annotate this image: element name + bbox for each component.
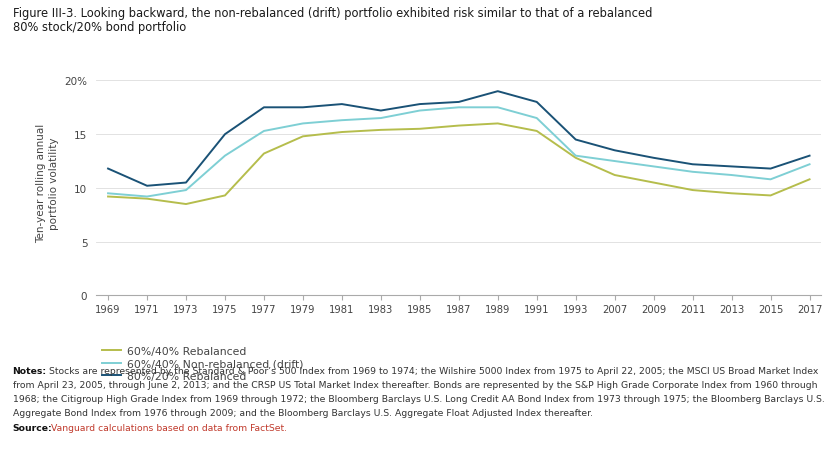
Text: from April 23, 2005, through June 2, 2013; and the CRSP US Total Market Index th: from April 23, 2005, through June 2, 201… bbox=[13, 380, 817, 389]
Text: Notes:: Notes: bbox=[13, 366, 47, 375]
Y-axis label: Ten-year rolling annual
portfolio volatility: Ten-year rolling annual portfolio volati… bbox=[35, 124, 59, 243]
Text: 1968; the Citigroup High Grade Index from 1969 through 1972; the Bloomberg Barcl: 1968; the Citigroup High Grade Index fro… bbox=[13, 394, 825, 404]
Text: Stocks are represented by the Standard & Poor’s 500 Index from 1969 to 1974; the: Stocks are represented by the Standard &… bbox=[49, 366, 818, 375]
Text: Aggregate Bond Index from 1976 through 2009; and the Bloomberg Barclays U.S. Agg: Aggregate Bond Index from 1976 through 2… bbox=[13, 409, 592, 418]
Text: Source:: Source: bbox=[13, 423, 52, 432]
Text: Vanguard calculations based on data from FactSet.: Vanguard calculations based on data from… bbox=[51, 423, 287, 432]
Text: 80% stock/20% bond portfolio: 80% stock/20% bond portfolio bbox=[13, 20, 186, 34]
Legend: 60%/40% Rebalanced, 60%/40% Non-rebalanced (drift), 80%/20% Rebalanced: 60%/40% Rebalanced, 60%/40% Non-rebalanc… bbox=[101, 346, 303, 382]
Text: Figure III-3. Looking backward, the non-rebalanced (drift) portfolio exhibited r: Figure III-3. Looking backward, the non-… bbox=[13, 7, 652, 20]
